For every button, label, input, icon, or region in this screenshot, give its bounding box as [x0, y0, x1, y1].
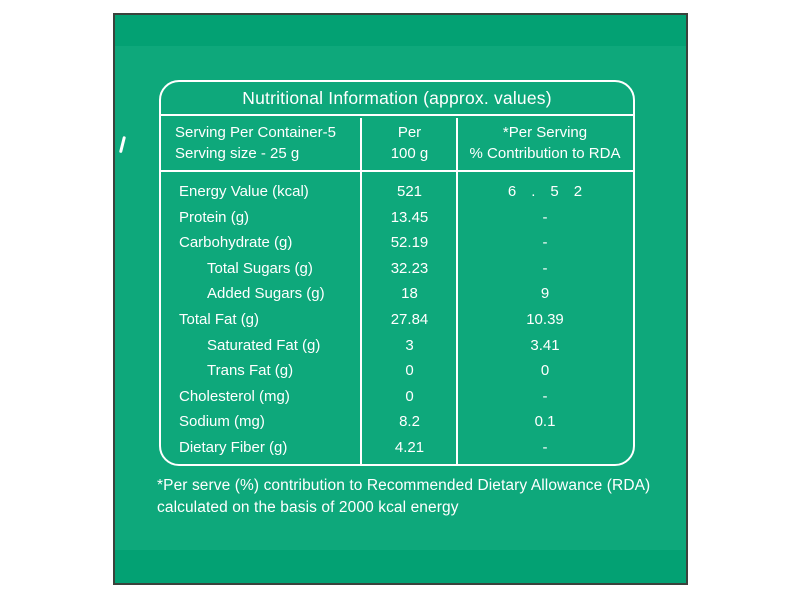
rda-value: -: [542, 259, 548, 277]
per-100g-value: 13.45: [390, 208, 429, 226]
table-row: Carbohydrate (g) 52.19 -: [161, 230, 633, 256]
rda-value: -: [542, 438, 548, 456]
stray-slash-mark: [118, 135, 126, 154]
table-header-row: Serving Per Container-5 Serving size - 2…: [161, 116, 633, 172]
per-100g-value: 3: [405, 336, 414, 354]
rda-contribution-label: % Contribution to RDA: [469, 145, 621, 162]
per-100g-value: 32.23: [390, 259, 429, 277]
nutrition-table: Nutritional Information (approx. values)…: [159, 80, 635, 466]
per-serving-label: *Per Serving: [502, 124, 588, 141]
per-100g-label: 100 g: [390, 145, 429, 162]
per-100g-value: 18: [401, 285, 418, 303]
table-body: Energy Value (kcal) 521 6 . 5 2 Protein …: [161, 176, 633, 464]
rda-value: 10.39: [526, 311, 564, 328]
table-row: Saturated Fat (g) 3 3.41: [161, 332, 633, 358]
nutrient-label: Energy Value (kcal): [179, 183, 309, 201]
per-100g-value: 52.19: [390, 234, 429, 252]
rda-value: 9: [540, 285, 550, 303]
bottom-green-band: [115, 550, 686, 583]
table-row: Protein (g) 13.45 -: [161, 205, 633, 231]
table-row: Total Sugars (g) 32.23 -: [161, 256, 633, 282]
footnote-line-1: *Per serve (%) contribution to Recommend…: [157, 477, 651, 494]
table-row: Dietary Fiber (g) 4.21 -: [161, 434, 633, 460]
nutrition-label-panel: Nutritional Information (approx. values)…: [113, 13, 688, 585]
rda-value: -: [542, 208, 548, 226]
table-title: Nutritional Information (approx. values): [161, 82, 633, 116]
nutrient-label: Total Fat (g): [179, 311, 260, 328]
column-divider-1: [360, 118, 362, 464]
rda-footnote: *Per serve (%) contribution to Recommend…: [157, 475, 677, 519]
table-row: Cholesterol (mg) 0 -: [161, 383, 633, 409]
nutrient-label: Saturated Fat (g): [207, 336, 321, 354]
top-green-band: [115, 15, 686, 46]
nutrient-label: Protein (g): [179, 208, 250, 226]
header-per-serving-rda: *Per Serving % Contribution to RDA: [457, 116, 633, 170]
header-per-100g: Per 100 g: [362, 116, 457, 170]
serving-per-container: Serving Per Container-5: [175, 124, 336, 141]
header-serving-info: Serving Per Container-5 Serving size - 2…: [161, 116, 362, 170]
nutrient-label: Added Sugars (g): [207, 285, 325, 303]
per-100g-value: 0: [405, 362, 414, 380]
rda-value: -: [542, 234, 548, 252]
nutrient-label: Sodium (mg): [179, 413, 265, 431]
per-label: Per: [397, 124, 422, 141]
table-row: Trans Fat (g) 0 0: [161, 358, 633, 384]
rda-value: 0.1: [534, 413, 556, 431]
nutrient-label: Dietary Fiber (g): [179, 438, 288, 456]
nutrient-label: Cholesterol (mg): [179, 387, 290, 405]
per-100g-value: 27.84: [390, 311, 429, 328]
per-100g-value: 521: [396, 183, 423, 201]
rda-value: 3.41: [530, 336, 560, 354]
nutrient-label: Carbohydrate (g): [179, 234, 293, 252]
per-100g-value: 8.2: [399, 413, 420, 431]
nutrient-label: Trans Fat (g): [207, 362, 294, 380]
per-100g-value: 4.21: [394, 438, 425, 456]
column-divider-2: [456, 118, 458, 464]
serving-size: Serving size - 25 g: [175, 145, 300, 162]
table-row: Energy Value (kcal) 521 6 . 5 2: [161, 179, 633, 205]
per-100g-value: 0: [405, 387, 414, 405]
table-row: Total Fat (g) 27.84 10.39: [161, 307, 633, 333]
rda-value: 6 . 5 2: [507, 183, 583, 201]
table-row: Added Sugars (g) 18 9: [161, 281, 633, 307]
footnote-line-2: calculated on the basis of 2000 kcal ene…: [157, 499, 459, 516]
nutrient-label: Total Sugars (g): [207, 259, 313, 277]
rda-value: 0: [540, 362, 550, 380]
table-row: Sodium (mg) 8.2 0.1: [161, 409, 633, 435]
rda-value: -: [542, 387, 548, 405]
